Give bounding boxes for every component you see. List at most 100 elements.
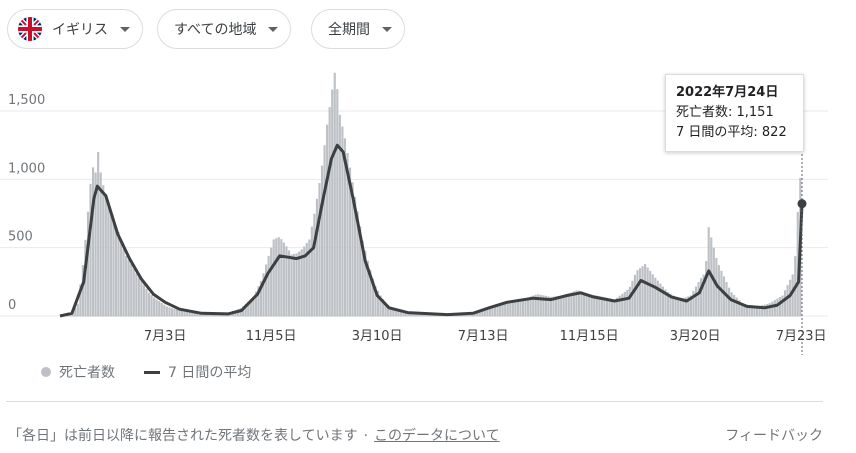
daily-bar [575,290,578,316]
daily-bar [740,302,743,316]
footnote: 「各日」は前日以降に報告された死者数を表しています · このデータについて [8,425,500,445]
daily-bar [758,305,761,316]
daily-bar [91,167,95,316]
daily-bar [285,246,288,316]
daily-bar [572,291,575,316]
daily-bar [323,145,326,316]
daily-bar [608,298,611,316]
daily-bar [478,310,481,316]
daily-bar [626,289,629,316]
legend-daily-label: 死亡者数 [59,365,115,381]
daily-bar [119,239,123,316]
daily-bar [387,304,390,316]
daily-bar [511,300,514,316]
daily-bar [290,254,293,316]
daily-bar [346,152,349,316]
daily-bar [748,304,751,316]
average-line [59,143,804,318]
daily-bar [750,305,754,316]
daily-bar [122,248,125,316]
daily-bar [193,312,196,316]
y-tick-label: 1,000 [8,161,45,176]
daily-bar [786,284,789,316]
daily-bar [567,293,570,316]
daily-bar [562,295,565,316]
daily-bar [303,246,306,316]
region-dropdown[interactable]: すべての地域 [157,9,292,49]
daily-bar [292,253,296,316]
daily-bar [259,280,263,316]
daily-bar [153,297,156,316]
y-tick-label: 1,500 [8,93,45,108]
daily-bar [168,307,171,316]
daily-bar [621,293,624,316]
daily-bar [554,296,558,316]
daily-bar [244,303,247,316]
daily-bar [766,304,769,316]
daily-bar [109,211,112,316]
daily-bar [163,304,166,316]
country-dropdown[interactable]: イギリス [7,9,143,49]
tooltip-average: 7 日間の平均: 822 [676,125,787,140]
daily-bar [422,313,425,316]
daily-bar [702,274,705,316]
daily-bar [532,295,535,316]
daily-bar [644,264,647,316]
daily-bar [499,303,502,316]
daily-bar [295,253,298,316]
daily-bar [649,270,652,316]
daily-bar [267,255,270,316]
daily-bar [160,302,163,316]
about-data-link[interactable]: このデータについて [374,428,500,444]
daily-bar [252,296,255,316]
daily-bar [486,307,489,316]
daily-bar [420,313,423,316]
period-dropdown[interactable]: 全期間 [311,9,405,49]
daily-bar [755,306,759,316]
daily-bar [359,226,362,316]
daily-bar [700,278,703,316]
daily-bar [170,308,174,316]
daily-bar [763,304,766,316]
daily-bar [397,309,400,316]
daily-bar [491,306,494,316]
daily-bar [682,298,685,316]
feedback-link[interactable]: フィードバック [725,428,823,444]
daily-bar [603,297,606,316]
daily-bar [654,277,657,316]
daily-bar [674,297,677,316]
region-label: すべての地域 [174,22,257,38]
daily-bar [389,306,392,316]
daily-bar [565,294,568,316]
daily-bar [310,226,313,316]
daily-bar [684,297,687,316]
daily-bar [140,280,143,316]
daily-bar [287,250,291,316]
daily-bar [580,291,583,316]
daily-bar [796,211,799,316]
x-tick-label: 3月20日 [670,329,721,344]
daily-bar [605,297,609,316]
daily-bar [417,313,420,316]
daily-bar [524,298,527,316]
daily-bar [331,89,334,317]
daily-bar [272,239,275,316]
x-tick-label: 7月23日 [776,329,827,344]
daily-bar [560,295,563,316]
daily-bar [656,280,659,316]
daily-bar [191,312,194,316]
daily-bar [376,290,380,316]
daily-bar [679,299,682,316]
daily-bar [394,308,397,316]
daily-bar [402,311,405,316]
legend-dot-icon [41,367,51,377]
daily-bar [481,309,484,316]
daily-bar [86,211,90,316]
daily-bar [364,250,367,316]
daily-bar [519,299,522,316]
chevron-down-icon [382,26,392,32]
daily-bar [600,296,603,316]
deaths-chart[interactable]: 0 500 1,000 1,500 7月3日 11月5日 3月10日 7月13日 11月15日 3… [0,55,856,355]
daily-bar [570,292,573,316]
daily-bar [369,269,372,316]
